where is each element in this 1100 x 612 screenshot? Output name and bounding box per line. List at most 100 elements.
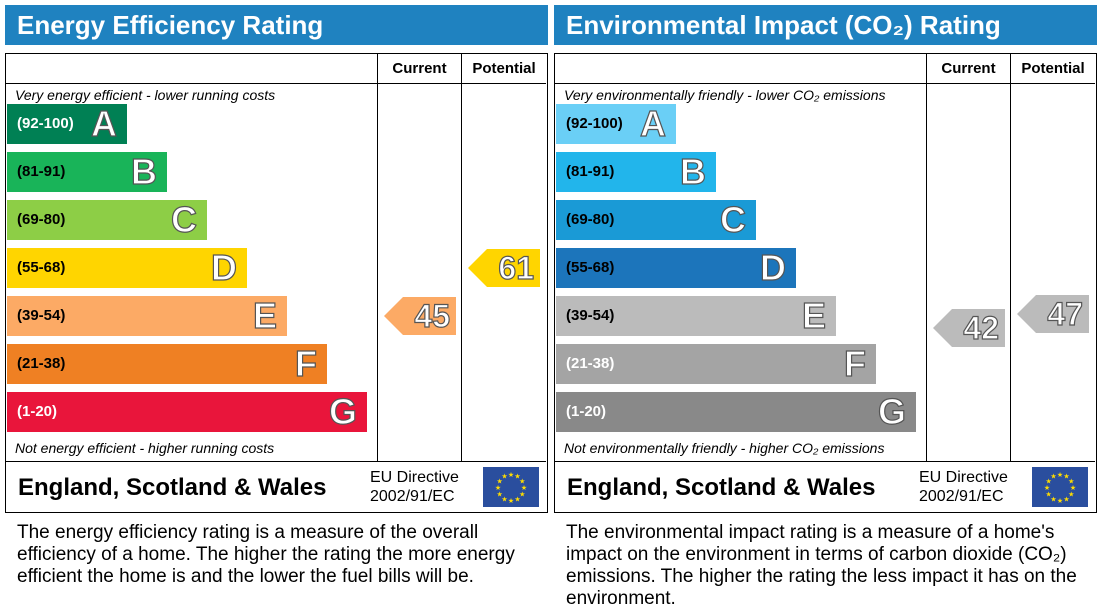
eu-star: ★ (1046, 491, 1052, 499)
band-range-label: (81-91) (17, 163, 66, 180)
column-divider (1010, 54, 1011, 461)
directive-line-2: 2002/91/EC (370, 488, 455, 505)
band-g: (1-20) G (7, 391, 367, 432)
band-letter: B (679, 151, 706, 192)
band-c: (69-80) C (556, 199, 756, 240)
eu-star: ★ (519, 478, 525, 486)
column-divider (377, 54, 378, 461)
header-divider (6, 83, 546, 84)
eu-star: ★ (514, 473, 520, 481)
current-column-header: Current (392, 60, 447, 77)
band-d: (55-68) D (556, 247, 796, 288)
arrow-value: 42 (963, 309, 1000, 346)
band-g: (1-20) G (556, 391, 916, 432)
band-letter: D (210, 247, 237, 288)
eu-star: ★ (1063, 495, 1069, 503)
band-a: (92-100) A (556, 103, 676, 144)
eu-star: ★ (1044, 484, 1050, 492)
eu-directive-text: EU Directive 2002/91/EC (370, 468, 459, 506)
column-divider (461, 54, 462, 461)
band-letter: G (877, 391, 906, 432)
band-range-label: (21-38) (17, 355, 66, 372)
band-letter: E (801, 295, 826, 336)
eu-star: ★ (1070, 484, 1076, 492)
band-range-label: (39-54) (566, 307, 615, 324)
band-range-label: (92-100) (566, 115, 623, 132)
band-range-label: (92-100) (17, 115, 74, 132)
arrow-shape (468, 249, 540, 287)
eu-star: ★ (501, 495, 507, 503)
eu-star: ★ (1057, 471, 1063, 479)
arrow-shape (1017, 295, 1089, 333)
eu-star: ★ (1050, 473, 1056, 481)
eu-star: ★ (495, 484, 501, 492)
bottom-note: Not energy efficient - higher running co… (15, 440, 275, 456)
band-range-label: (69-80) (566, 211, 615, 228)
band-letter: C (719, 199, 746, 240)
band-range-label: (1-20) (566, 403, 607, 420)
band-letter: F (294, 343, 317, 384)
arrow-value: 47 (1047, 295, 1084, 332)
directive-line-1: EU Directive (919, 469, 1008, 486)
eu-star: ★ (1068, 491, 1074, 499)
eu-star: ★ (501, 473, 507, 481)
band-letter: E (252, 295, 277, 336)
current-column-header: Current (941, 60, 996, 77)
eu-star: ★ (508, 471, 514, 479)
band-range-label: (55-68) (566, 259, 615, 276)
band-range-label: (21-38) (566, 355, 615, 372)
band-range-label: (55-68) (17, 259, 66, 276)
band-range-label: (1-20) (17, 403, 58, 420)
eu-star: ★ (514, 495, 520, 503)
rating-frame: Current Potential Very environmentally f… (554, 53, 1097, 513)
eu-star: ★ (1046, 478, 1052, 486)
eu-flag-icon: ★ ★ ★ ★ ★ ★ ★ ★ ★ ★ ★ ★ (483, 467, 539, 507)
arrow-value: 45 (414, 297, 451, 334)
eu-star: ★ (508, 497, 514, 505)
current-rating-arrow: 42 (933, 309, 1005, 347)
eu-star: ★ (1057, 497, 1063, 505)
eu-star: ★ (1068, 478, 1074, 486)
eu-star: ★ (497, 478, 503, 486)
footer-divider (555, 461, 1095, 462)
band-range-label: (39-54) (17, 307, 66, 324)
band-e: (39-54) E (556, 295, 836, 336)
band-b: (81-91) B (7, 151, 167, 192)
band-d: (55-68) D (7, 247, 247, 288)
band-letter: G (328, 391, 357, 432)
band-letter: B (130, 151, 157, 192)
band-letter: A (90, 103, 117, 144)
eu-star: ★ (521, 484, 527, 492)
current-rating-arrow: 45 (384, 297, 456, 335)
column-divider (926, 54, 927, 461)
eu-directive-text: EU Directive 2002/91/EC (919, 468, 1008, 506)
band-e: (39-54) E (7, 295, 287, 336)
eu-flag-icon: ★ ★ ★ ★ ★ ★ ★ ★ ★ ★ ★ ★ (1032, 467, 1088, 507)
directive-line-2: 2002/91/EC (919, 488, 1004, 505)
directive-line-1: EU Directive (370, 469, 459, 486)
band-f: (21-38) F (7, 343, 327, 384)
energy-efficiency-panel: Energy Efficiency Rating Current Potenti… (5, 0, 548, 612)
band-f: (21-38) F (556, 343, 876, 384)
potential-rating-arrow: 47 (1017, 295, 1089, 333)
rating-description: The environmental impact rating is a mea… (566, 522, 1077, 609)
region-label: England, Scotland & Wales (18, 474, 327, 501)
potential-column-header: Potential (472, 60, 536, 77)
eu-star: ★ (519, 491, 525, 499)
arrow-value: 61 (498, 249, 535, 286)
band-letter: F (843, 343, 866, 384)
top-note: Very energy efficient - lower running co… (15, 87, 276, 103)
eu-star: ★ (1050, 495, 1056, 503)
top-note: Very environmentally friendly - lower CO… (564, 87, 886, 103)
band-range-label: (69-80) (17, 211, 66, 228)
eu-star: ★ (1063, 473, 1069, 481)
band-letter: A (639, 103, 666, 144)
header-divider (555, 83, 1095, 84)
region-label: England, Scotland & Wales (567, 474, 876, 501)
band-letter: D (759, 247, 786, 288)
arrow-shape (384, 297, 456, 335)
rating-description: The energy efficiency rating is a measur… (17, 522, 515, 587)
band-b: (81-91) B (556, 151, 716, 192)
band-a: (92-100) A (7, 103, 127, 144)
footer-divider (6, 461, 546, 462)
